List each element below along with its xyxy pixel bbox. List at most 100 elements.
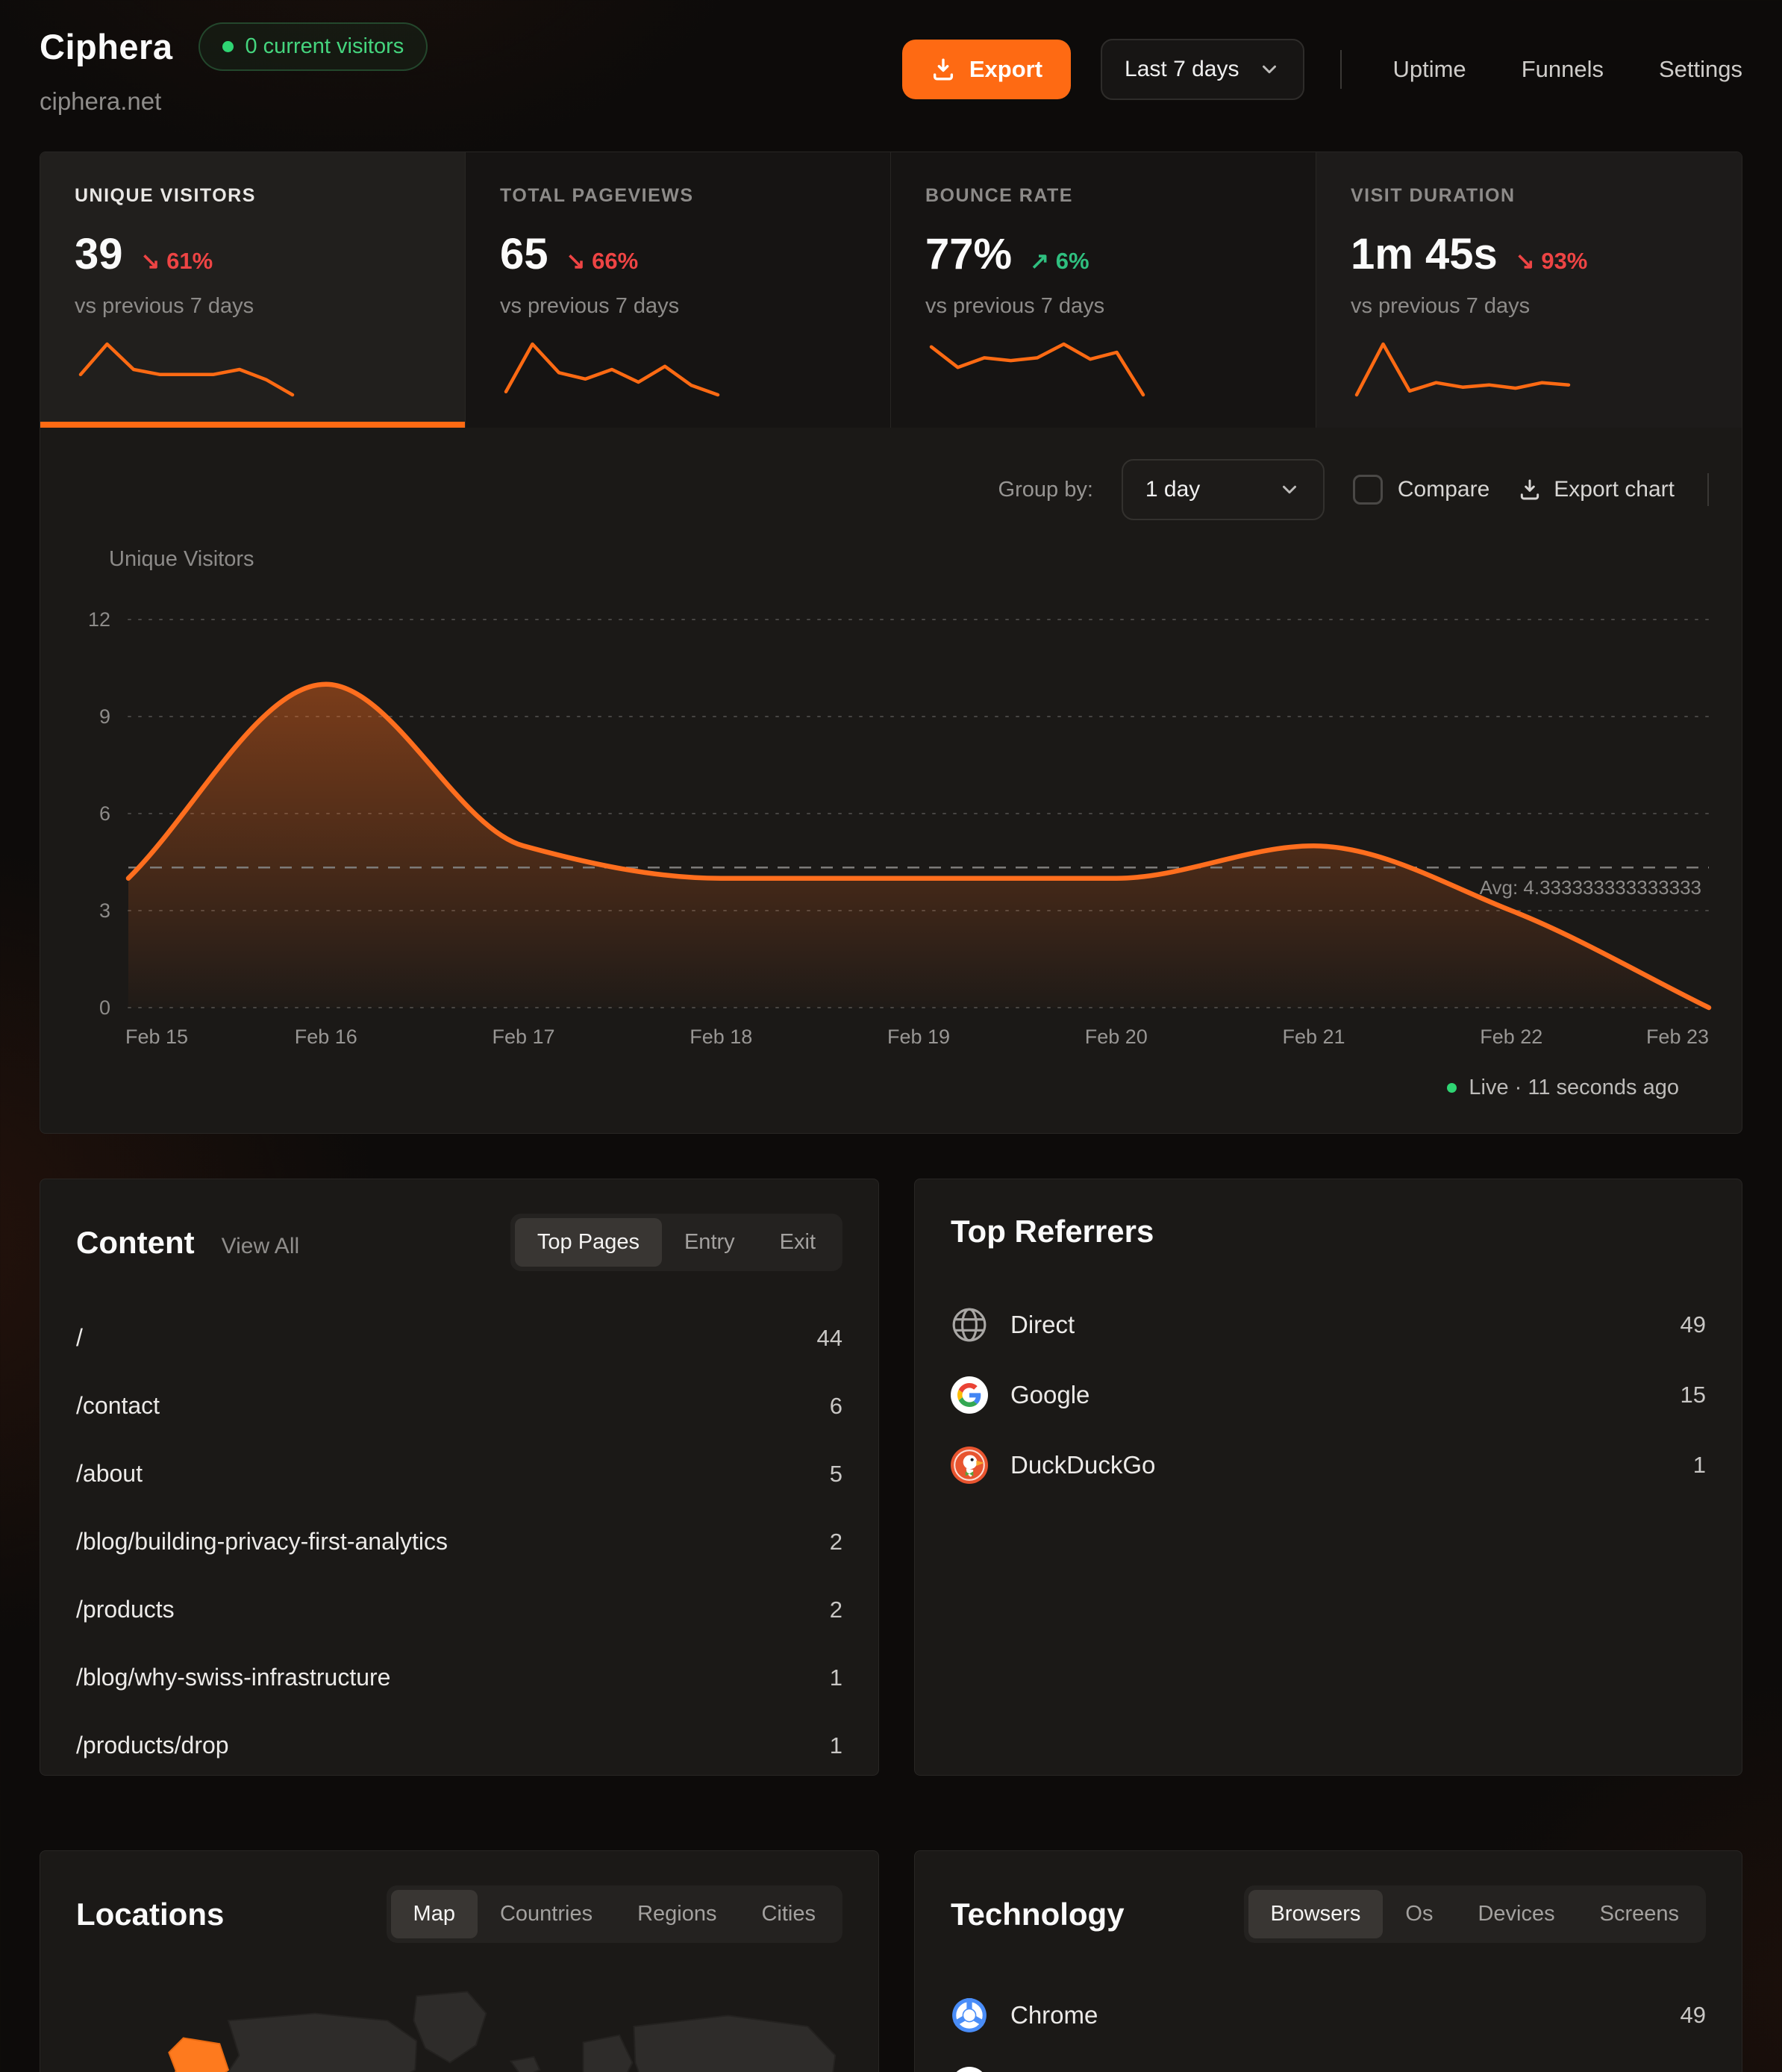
svg-text:3: 3 bbox=[99, 899, 110, 922]
duckduckgo-icon bbox=[951, 1447, 988, 1484]
svg-text:Avg: 4.333333333333333: Avg: 4.333333333333333 bbox=[1480, 876, 1701, 899]
stat-label: UNIQUE VISITORS bbox=[75, 185, 256, 206]
tab-top-pages[interactable]: Top Pages bbox=[514, 1218, 662, 1267]
stat-delta: ↘ 66% bbox=[566, 248, 639, 274]
group-by-label: Group by: bbox=[998, 477, 1093, 502]
stat-value: 77% bbox=[925, 230, 1013, 278]
live-status: Live · 11 seconds ago bbox=[67, 1071, 1715, 1127]
export-button[interactable]: Export bbox=[901, 40, 1072, 99]
chrome-icon bbox=[951, 1997, 988, 2034]
stat-delta: ↘ 61% bbox=[140, 248, 213, 274]
overview-panel: UNIQUE VISITORS 39 ↘ 61% vs previous 7 d… bbox=[40, 152, 1742, 1134]
stat-delta: ↗ 6% bbox=[1030, 248, 1089, 274]
svg-text:9: 9 bbox=[99, 705, 110, 728]
referrer-row[interactable]: Google 15 bbox=[951, 1360, 1706, 1430]
compare-toggle[interactable]: Compare bbox=[1352, 475, 1490, 505]
tab-regions[interactable]: Regions bbox=[615, 1890, 739, 1938]
main-nav: Uptime Funnels Settings bbox=[1392, 56, 1742, 83]
page-row[interactable]: /contact 6 bbox=[76, 1392, 842, 1419]
tab-screens[interactable]: Screens bbox=[1578, 1890, 1701, 1938]
referrer-row[interactable]: DuckDuckGo 1 bbox=[951, 1430, 1706, 1500]
sparkline-chart bbox=[1354, 342, 1571, 397]
tab-map[interactable]: Map bbox=[390, 1890, 478, 1938]
referrers-list: Direct 49 Google 15 bbox=[951, 1290, 1706, 1500]
current-visitors-label: 0 current visitors bbox=[245, 34, 404, 58]
stat-strip: UNIQUE VISITORS 39 ↘ 61% vs previous 7 d… bbox=[40, 152, 1742, 428]
stat-card-unique-visitors[interactable]: UNIQUE VISITORS 39 ↘ 61% vs previous 7 d… bbox=[40, 152, 466, 428]
chevron-down-icon bbox=[1282, 485, 1296, 494]
page-row[interactable]: /about 5 bbox=[76, 1460, 842, 1487]
header-divider bbox=[1340, 50, 1342, 89]
nav-item-settings[interactable]: Settings bbox=[1658, 56, 1742, 82]
svg-text:Feb 19: Feb 19 bbox=[887, 1026, 950, 1048]
svg-text:Feb 18: Feb 18 bbox=[690, 1026, 752, 1048]
map-region-canada bbox=[227, 2012, 418, 2072]
map-region-scandinavia bbox=[582, 2034, 634, 2072]
browser-row[interactable]: Chrome 49 bbox=[951, 1980, 1706, 2050]
visitors-area-chart[interactable]: 0 3 6 9 12 Avg: 4.333333333333333 Feb 15 Feb 16… bbox=[67, 575, 1731, 1067]
date-range-value: Last 7 days bbox=[1125, 57, 1239, 81]
stat-value: 1m 45s bbox=[1351, 230, 1498, 278]
compare-label: Compare bbox=[1397, 477, 1490, 502]
tab-devices[interactable]: Devices bbox=[1455, 1890, 1577, 1938]
current-visitors-badge[interactable]: 0 current visitors bbox=[198, 22, 428, 71]
world-map[interactable] bbox=[76, 1976, 842, 2072]
export-label: Export bbox=[969, 56, 1043, 82]
stat-card-visit-duration[interactable]: VISIT DURATION 1m 45s ↘ 93% vs previous … bbox=[1316, 152, 1742, 428]
browser-row[interactable]: Firefox 15 bbox=[951, 2050, 1706, 2072]
svg-text:Feb 16: Feb 16 bbox=[295, 1026, 357, 1048]
svg-text:Feb 15: Feb 15 bbox=[125, 1026, 188, 1048]
tab-exit[interactable]: Exit bbox=[757, 1218, 838, 1267]
technology-tabs: Browsers Os Devices Screens bbox=[1243, 1885, 1706, 1943]
download-icon bbox=[1521, 479, 1539, 500]
live-dot-icon bbox=[1447, 1083, 1457, 1093]
google-icon bbox=[951, 1376, 988, 1414]
svg-text:Feb 17: Feb 17 bbox=[492, 1026, 554, 1048]
locations-title: Locations bbox=[76, 1896, 225, 1932]
tab-os[interactable]: Os bbox=[1383, 1890, 1455, 1938]
tab-cities[interactable]: Cities bbox=[739, 1890, 838, 1938]
sparkline-chart bbox=[929, 342, 1145, 397]
export-chart-button[interactable]: Export chart bbox=[1518, 477, 1675, 502]
site-name: Ciphera bbox=[40, 27, 173, 66]
controls-divider bbox=[1707, 473, 1709, 506]
header-right: Export Last 7 days Uptime Funnels Settin… bbox=[901, 22, 1742, 100]
chart-series-title: Unique Visitors bbox=[109, 547, 254, 571]
stat-value: 65 bbox=[500, 230, 548, 278]
page-row[interactable]: /44 bbox=[76, 1324, 842, 1351]
compare-checkbox[interactable] bbox=[1352, 475, 1383, 505]
tab-countries[interactable]: Countries bbox=[478, 1890, 615, 1938]
page-row[interactable]: /blog/building-privacy-first-analytics 2 bbox=[76, 1528, 842, 1555]
page-row[interactable]: /products 2 bbox=[76, 1596, 842, 1623]
map-region-greenland bbox=[413, 1991, 487, 2064]
referrer-row[interactable]: Direct 49 bbox=[951, 1290, 1706, 1360]
date-range-select[interactable]: Last 7 days bbox=[1101, 39, 1305, 100]
page-row[interactable]: /blog/why-swiss-infrastructure 1 bbox=[76, 1664, 842, 1691]
map-region-iceland bbox=[509, 2056, 541, 2072]
chart-controls: Group by: 1 day Compare Export chart bbox=[40, 428, 1742, 528]
tab-entry[interactable]: Entry bbox=[662, 1218, 757, 1267]
referrers-title: Top Referrers bbox=[951, 1214, 1154, 1249]
stat-card-total-pageviews[interactable]: TOTAL PAGEVIEWS 65 ↘ 66% vs previous 7 d… bbox=[466, 152, 891, 428]
stat-value: 39 bbox=[75, 230, 123, 278]
map-region-alaska bbox=[168, 2037, 230, 2072]
top-bar: Ciphera 0 current visitors ciphera.net E… bbox=[40, 22, 1742, 116]
firefox-icon bbox=[951, 2067, 988, 2072]
stat-delta: ↘ 93% bbox=[1515, 248, 1588, 274]
svg-text:Feb 22: Feb 22 bbox=[1480, 1026, 1542, 1048]
tab-browsers[interactable]: Browsers bbox=[1248, 1890, 1384, 1938]
chevron-down-icon bbox=[1263, 65, 1277, 74]
locations-tabs: Map Countries Regions Cities bbox=[386, 1885, 842, 1943]
svg-text:Feb 21: Feb 21 bbox=[1282, 1026, 1345, 1048]
stat-label: TOTAL PAGEVIEWS bbox=[500, 185, 694, 206]
download-icon bbox=[933, 58, 953, 81]
page-row[interactable]: /products/drop 1 bbox=[76, 1732, 842, 1759]
live-status-label: Live · 11 seconds ago bbox=[1469, 1076, 1679, 1099]
nav-item-uptime[interactable]: Uptime bbox=[1392, 56, 1466, 82]
nav-item-funnels[interactable]: Funnels bbox=[1521, 56, 1604, 82]
technology-title: Technology bbox=[951, 1896, 1125, 1932]
view-all-link[interactable]: View All bbox=[221, 1233, 300, 1258]
stat-card-bounce-rate[interactable]: BOUNCE RATE 77% ↗ 6% vs previous 7 days bbox=[891, 152, 1316, 428]
group-by-select[interactable]: 1 day bbox=[1121, 459, 1325, 520]
main-chart-area: Unique Visitors 0 3 6 9 12 Avg: 4.33333333333… bbox=[40, 528, 1742, 1133]
